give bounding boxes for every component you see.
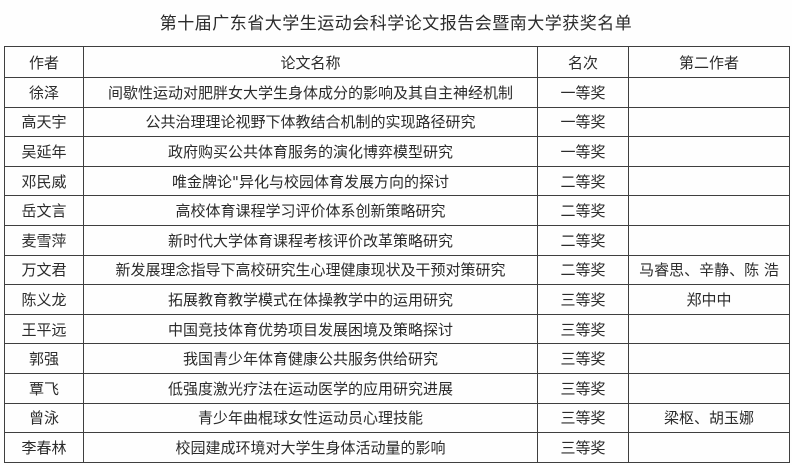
author-cell: 郭强 (4, 343, 84, 374)
paper-title-cell: 中国竞技体育优势项目发展困境及策略探讨 (83, 313, 538, 345)
second-author-cell (628, 432, 790, 463)
second-author-cell: 马睿思、辛静、陈 浩 (628, 254, 790, 286)
paper-title-cell: 低强度激光疗法在运动医学的应用研究进展 (83, 372, 538, 404)
second-author-cell: 郑中中 (628, 284, 790, 315)
author-cell: 岳文言 (4, 195, 84, 226)
table-row: 覃飞 低强度激光疗法在运动医学的应用研究进展 三等奖 (4, 372, 790, 404)
second-author-cell (628, 343, 790, 374)
table-row: 万文君 新发展理念指导下高校研究生心理健康现状及干预对策研究 二等奖 马睿思、辛… (4, 254, 790, 286)
table-row: 徐泽 间歇性运动对肥胖女大学生身体成分的影响及其自主神经机制 一等奖 (4, 77, 790, 108)
author-cell: 吴延年 (4, 136, 84, 167)
paper-title-cell: 校园建成环境对大学生身体活动量的影响 (83, 432, 538, 463)
paper-title-cell: 新时代大学体育课程考核评价改革策略研究 (83, 224, 538, 256)
second-author-cell (628, 165, 790, 197)
author-cell: 高天宇 (4, 106, 84, 138)
second-author-cell (628, 372, 790, 404)
table-row: 陈义龙 拓展教育教学模式在体操教学中的运用研究 三等奖 郑中中 (4, 284, 790, 315)
author-cell: 王平远 (4, 313, 84, 345)
col-header-paper-title: 论文名称 (83, 46, 538, 78)
table-row: 李春林 校园建成环境对大学生身体活动量的影响 三等奖 (4, 432, 790, 463)
second-author-cell (628, 77, 790, 108)
rank-cell: 三等奖 (537, 343, 629, 374)
author-cell: 覃飞 (4, 372, 84, 404)
author-cell: 邓民威 (4, 165, 84, 197)
author-cell: 麦雪萍 (4, 224, 84, 256)
paper-title-cell: 高校体育课程学习评价体系创新策略研究 (83, 195, 538, 226)
paper-title-cell: 间歇性运动对肥胖女大学生身体成分的影响及其自主神经机制 (83, 77, 538, 108)
second-author-cell (628, 136, 790, 167)
paper-title-cell: 青少年曲棍球女性运动员心理技能 (83, 402, 538, 434)
rank-cell: 三等奖 (537, 432, 629, 463)
table-row: 吴延年 政府购买公共体育服务的演化博弈模型研究 一等奖 (4, 136, 790, 167)
author-cell: 徐泽 (4, 77, 84, 108)
table-row: 麦雪萍 新时代大学体育课程考核评价改革策略研究 二等奖 (4, 224, 790, 256)
header-row: 作者 论文名称 名次 第二作者 (4, 46, 790, 78)
rank-cell: 二等奖 (537, 254, 629, 286)
table-row: 王平远 中国竞技体育优势项目发展困境及策略探讨 三等奖 (4, 313, 790, 345)
table-row: 郭强 我国青少年体育健康公共服务供给研究 三等奖 (4, 343, 790, 374)
paper-title-cell: 新发展理念指导下高校研究生心理健康现状及干预对策研究 (83, 254, 538, 286)
table-row: 邓民威 唯金牌论"异化与校园体育发展方向的探讨 二等奖 (4, 165, 790, 197)
second-author-cell (628, 224, 790, 256)
paper-title-cell: 我国青少年体育健康公共服务供给研究 (83, 343, 538, 374)
author-cell: 万文君 (4, 254, 84, 286)
second-author-cell: 梁枢、胡玉娜 (628, 402, 790, 434)
award-table: 作者 论文名称 名次 第二作者 徐泽 间歇性运动对肥胖女大学生身体成分的影响及其… (4, 46, 790, 463)
col-header-rank: 名次 (537, 46, 629, 78)
paper-title-cell: 政府购买公共体育服务的演化博弈模型研究 (83, 136, 538, 167)
col-header-author: 作者 (4, 46, 84, 78)
paper-title-cell: 拓展教育教学模式在体操教学中的运用研究 (83, 284, 538, 315)
rank-cell: 三等奖 (537, 284, 629, 315)
second-author-cell (628, 313, 790, 345)
rank-cell: 一等奖 (537, 106, 629, 138)
rank-cell: 一等奖 (537, 136, 629, 167)
page-title: 第十届广东省大学生运动会科学论文报告会暨南大学获奖名单 (159, 14, 633, 34)
rank-cell: 三等奖 (537, 402, 629, 434)
rank-cell: 二等奖 (537, 165, 629, 197)
rank-cell: 二等奖 (537, 224, 629, 256)
paper-title-cell: 公共治理理论视野下体教结合机制的实现路径研究 (83, 106, 538, 138)
author-cell: 李春林 (4, 432, 84, 463)
second-author-cell (628, 106, 790, 138)
col-header-second-author: 第二作者 (628, 46, 790, 78)
rank-cell: 三等奖 (537, 372, 629, 404)
rank-cell: 一等奖 (537, 77, 629, 108)
author-cell: 曾泳 (4, 402, 84, 434)
paper-title-cell: 唯金牌论"异化与校园体育发展方向的探讨 (83, 165, 538, 197)
table-row: 岳文言 高校体育课程学习评价体系创新策略研究 二等奖 (4, 195, 790, 226)
table-row: 曾泳 青少年曲棍球女性运动员心理技能 三等奖 梁枢、胡玉娜 (4, 402, 790, 434)
rank-cell: 二等奖 (537, 195, 629, 226)
second-author-cell (628, 195, 790, 226)
table-row: 高天宇 公共治理理论视野下体教结合机制的实现路径研究 一等奖 (4, 106, 790, 138)
rank-cell: 三等奖 (537, 313, 629, 345)
author-cell: 陈义龙 (4, 284, 84, 315)
